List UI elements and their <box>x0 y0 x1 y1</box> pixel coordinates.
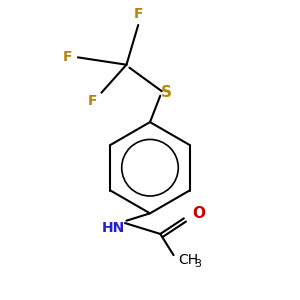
Text: CH: CH <box>178 253 198 267</box>
Text: 3: 3 <box>194 259 201 269</box>
Text: S: S <box>161 85 172 100</box>
Text: F: F <box>134 7 143 21</box>
Text: HN: HN <box>102 221 125 235</box>
Text: F: F <box>88 94 97 108</box>
Text: O: O <box>193 206 206 221</box>
Text: F: F <box>62 50 72 64</box>
